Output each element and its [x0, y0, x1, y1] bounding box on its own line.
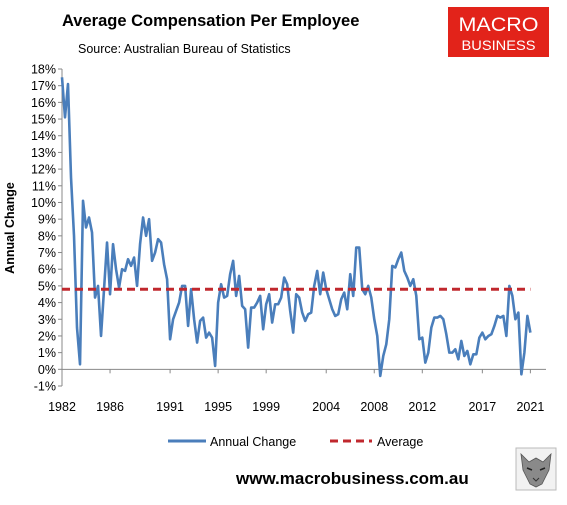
x-tick-label: 2021: [516, 400, 544, 414]
y-tick-label: 18%: [31, 63, 56, 77]
x-tick-label: 1995: [204, 400, 232, 414]
y-tick-label: 5%: [38, 279, 56, 293]
y-tick-label: 17%: [31, 79, 56, 93]
y-tick-label: 6%: [38, 263, 56, 277]
y-tick-label: 0%: [38, 363, 56, 377]
logo-line1: MACRO: [459, 15, 539, 36]
y-tick-label: 4%: [38, 296, 56, 310]
y-tick-label: 3%: [38, 313, 56, 327]
logo-background: [448, 7, 549, 57]
wolf-head-icon: [515, 447, 557, 491]
y-tick-label: 13%: [31, 146, 56, 160]
chart-subtitle: Source: Australian Bureau of Statistics: [78, 42, 291, 56]
y-axis-ticks: -1% 0% 1% 2% 3% 4% 5% 6% 7% 8% 9% 10% 11% 12% 13% 14% 15…: [31, 63, 62, 394]
axes: [61, 69, 546, 386]
y-tick-label: 10%: [31, 196, 56, 210]
legend-label-average: Average: [377, 435, 423, 449]
x-tick-label: 1999: [252, 400, 280, 414]
y-tick-label: -1%: [34, 380, 56, 394]
legend: Annual Change Average: [168, 435, 423, 449]
series-line-annual-change: [60, 77, 532, 378]
series-group: [60, 77, 532, 378]
y-tick-label: 1%: [38, 346, 56, 360]
footer-website: www.macrobusiness.com.au: [235, 469, 469, 488]
y-tick-label: 7%: [38, 246, 56, 260]
y-tick-label: 11%: [32, 179, 56, 193]
y-tick-label: 15%: [31, 113, 56, 127]
chart-title: Average Compensation Per Employee: [62, 12, 359, 30]
x-tick-label: 1991: [156, 400, 184, 414]
x-tick-label: 2012: [408, 400, 436, 414]
x-tick-label: 2008: [360, 400, 388, 414]
x-axis-ticks: 1982 1986 1991 1995 1999 2004 2008 2012 2017 2021: [48, 369, 544, 414]
legend-label-annual-change: Annual Change: [210, 435, 296, 449]
y-tick-label: 14%: [31, 129, 56, 143]
y-tick-label: 8%: [38, 229, 56, 243]
y-tick-label: 16%: [31, 96, 56, 110]
logo-line2: BUSINESS: [462, 37, 536, 53]
y-tick-label: 2%: [38, 329, 56, 343]
x-tick-label: 1986: [96, 400, 124, 414]
y-tick-label: 9%: [38, 213, 56, 227]
macrobusiness-logo: MACRO BUSINESS: [448, 7, 549, 57]
y-tick-label: 12%: [31, 163, 56, 177]
y-axis-label: Annual Change: [3, 182, 17, 274]
x-tick-label: 2017: [468, 400, 496, 414]
x-tick-label: 2004: [312, 400, 340, 414]
x-tick-label: 1982: [48, 400, 76, 414]
